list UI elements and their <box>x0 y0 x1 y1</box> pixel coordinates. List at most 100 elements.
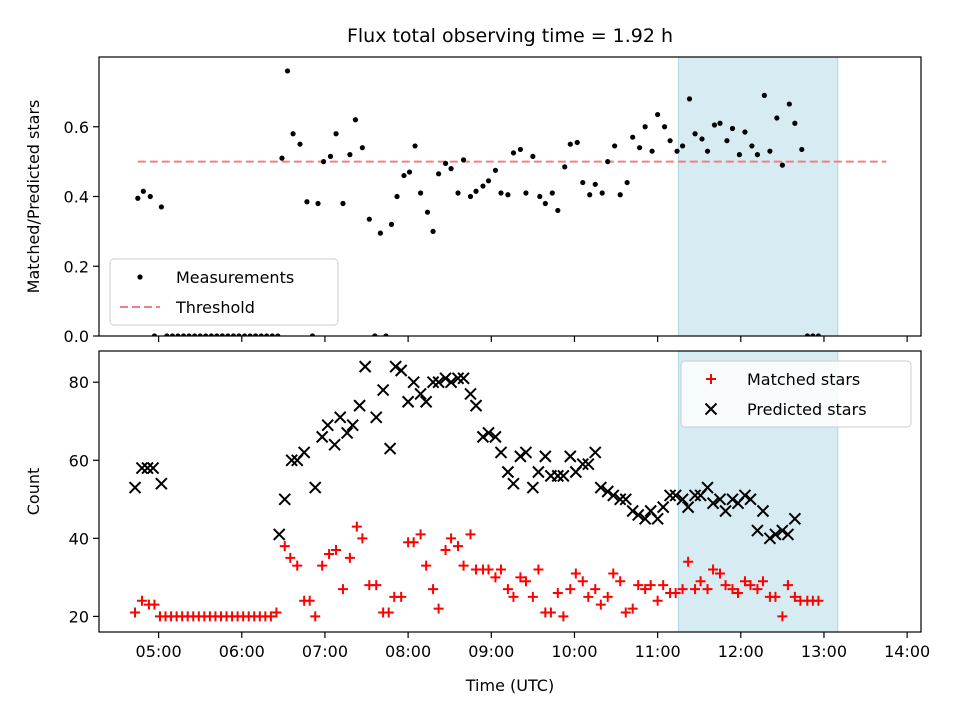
data-point <box>706 497 720 510</box>
data-point <box>135 461 149 475</box>
data-point <box>515 572 526 583</box>
data-point <box>565 584 576 595</box>
data-point <box>599 190 605 196</box>
data-point <box>738 489 752 502</box>
y-tick-label: 0.2 <box>64 257 89 276</box>
data-point <box>453 541 464 552</box>
data-point <box>532 465 545 479</box>
data-point <box>720 580 731 591</box>
data-point <box>492 167 499 173</box>
data-point <box>328 438 341 451</box>
data-point <box>146 461 160 475</box>
data-point <box>715 568 726 579</box>
data-point <box>688 489 702 502</box>
data-point <box>526 481 540 494</box>
data-point <box>774 115 780 121</box>
data-point <box>510 150 517 156</box>
data-point <box>309 481 322 494</box>
data-point <box>590 584 601 595</box>
y-axis-label: Count <box>24 468 43 516</box>
data-point <box>258 333 264 336</box>
data-point <box>247 333 253 336</box>
data-point <box>690 584 701 595</box>
data-point <box>419 395 433 408</box>
data-point <box>158 204 164 210</box>
legend-box <box>109 258 339 326</box>
data-point <box>761 92 767 98</box>
data-point <box>799 146 805 153</box>
data-point <box>292 560 303 571</box>
data-point <box>605 159 611 165</box>
data-point <box>545 607 556 618</box>
data-point <box>358 360 372 373</box>
data-point <box>770 591 781 602</box>
data-point <box>582 457 595 471</box>
data-point <box>175 333 181 336</box>
data-point <box>448 166 454 172</box>
data-point <box>617 192 623 198</box>
data-point <box>347 152 353 158</box>
data-point <box>197 333 203 336</box>
data-point <box>149 599 160 610</box>
data-point <box>271 607 282 618</box>
data-point <box>383 333 389 336</box>
data-point <box>388 221 395 227</box>
data-point <box>219 333 225 336</box>
data-point <box>640 584 651 595</box>
y-tick-label: 20 <box>69 607 89 626</box>
data-point <box>615 576 626 587</box>
data-point <box>630 134 636 140</box>
data-point <box>451 372 465 385</box>
data-point <box>706 374 716 384</box>
data-point <box>813 595 824 606</box>
data-point <box>645 580 656 591</box>
data-point <box>552 587 563 598</box>
data-point <box>704 148 711 154</box>
data-point <box>353 399 366 412</box>
data-point <box>376 383 390 397</box>
data-point <box>667 138 673 144</box>
data-point <box>589 446 602 459</box>
data-point <box>669 489 682 502</box>
legend-entry-label: Threshold <box>175 298 255 317</box>
data-point <box>340 426 354 440</box>
data-point <box>788 512 802 526</box>
data-point <box>135 195 141 201</box>
x-tick-label: 06:00 <box>219 642 265 661</box>
data-point <box>415 529 426 540</box>
data-point <box>446 533 457 544</box>
data-point <box>357 533 368 544</box>
data-point <box>297 446 311 459</box>
data-point <box>555 207 561 214</box>
data-point <box>514 450 527 463</box>
data-point <box>677 584 688 595</box>
data-point <box>278 493 291 506</box>
data-point <box>519 446 533 459</box>
data-point <box>476 430 490 444</box>
data-point <box>633 580 644 591</box>
data-point <box>658 580 669 591</box>
legend: Matched stars Predicted stars <box>680 360 912 428</box>
data-point <box>464 387 477 401</box>
data-point <box>539 450 552 463</box>
x-tick-label: 05:00 <box>136 642 182 661</box>
data-point <box>442 160 449 166</box>
data-point <box>457 372 470 385</box>
series-predicted-stars <box>128 360 802 545</box>
y-axis-label: Matched/Predicted stars <box>24 100 43 294</box>
data-point <box>655 111 661 118</box>
data-point <box>752 584 763 595</box>
data-point <box>711 122 718 128</box>
data-point <box>290 131 296 137</box>
data-point <box>352 117 359 123</box>
data-point <box>727 584 738 595</box>
data-point <box>739 576 750 587</box>
data-point <box>708 564 719 575</box>
data-point <box>407 376 420 389</box>
data-point <box>624 179 630 186</box>
data-point <box>433 603 444 614</box>
data-point <box>317 560 328 571</box>
observing-window-span <box>677 56 839 337</box>
y-tick-label: 0.4 <box>64 188 89 207</box>
data-point <box>412 143 418 149</box>
